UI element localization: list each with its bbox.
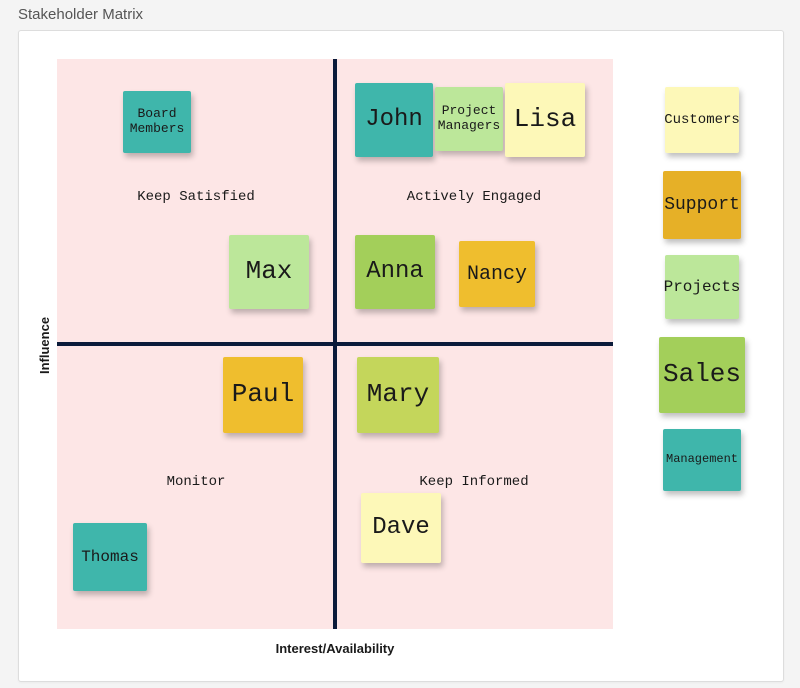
- card: Keep Satisfied Actively Engaged Monitor Kee…: [18, 30, 784, 682]
- sticky-thomas[interactable]: Thomas: [73, 523, 147, 591]
- sticky-projects[interactable]: Projects: [665, 255, 739, 319]
- y-axis-label: Influence: [37, 317, 52, 374]
- sticky-sales[interactable]: Sales: [659, 337, 745, 413]
- sticky-dave[interactable]: Dave: [361, 493, 441, 563]
- stakeholder-matrix: Keep Satisfied Actively Engaged Monitor Kee…: [19, 31, 783, 681]
- sticky-paul[interactable]: Paul: [223, 357, 303, 433]
- sticky-management[interactable]: Management: [663, 429, 741, 491]
- x-axis-label: Interest/Availability: [276, 641, 395, 656]
- quadrant-label-keep-informed: Keep Informed: [419, 474, 528, 490]
- quadrant-label-actively-engaged: Actively Engaged: [407, 189, 541, 205]
- sticky-support[interactable]: Support: [663, 171, 741, 239]
- axis-horizontal: [57, 342, 613, 346]
- page-title: Stakeholder Matrix: [18, 6, 143, 23]
- sticky-mary[interactable]: Mary: [357, 357, 439, 433]
- sticky-lisa[interactable]: Lisa: [505, 83, 585, 157]
- quadrant-label-monitor: Monitor: [167, 474, 226, 490]
- sticky-board-members[interactable]: BoardMembers: [123, 91, 191, 153]
- page: Stakeholder Matrix Keep Satisfied Activel…: [0, 0, 800, 688]
- sticky-nancy[interactable]: Nancy: [459, 241, 535, 307]
- quadrant-label-keep-satisfied: Keep Satisfied: [137, 189, 255, 205]
- sticky-project-managers[interactable]: ProjectManagers: [435, 87, 503, 151]
- sticky-anna[interactable]: Anna: [355, 235, 435, 309]
- sticky-max[interactable]: Max: [229, 235, 309, 309]
- sticky-john[interactable]: John: [355, 83, 433, 157]
- sticky-customers[interactable]: Customers: [665, 87, 739, 153]
